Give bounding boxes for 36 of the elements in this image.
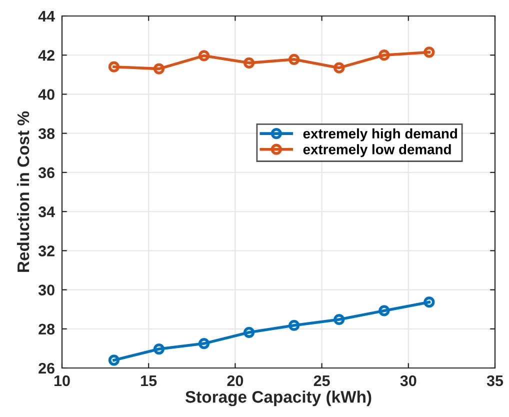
x-tick-label: 35 [486, 375, 504, 386]
point [378, 50, 390, 61]
point [288, 320, 300, 331]
y-tick-label: 36 [38, 167, 55, 178]
y-tick-label: 32 [38, 246, 54, 256]
legend-label: extremely high demand [303, 128, 458, 142]
point [424, 296, 435, 308]
y-tick-label: 40 [38, 89, 54, 100]
y-axis-title: Reduction in Cost % [16, 111, 30, 272]
y-tick-label: 34 [38, 206, 55, 218]
y-tick-label: 44 [38, 11, 55, 22]
x-tick-label: 20 [227, 375, 244, 386]
point [153, 343, 165, 355]
y-tick-label: 28 [38, 324, 55, 335]
point [198, 338, 210, 350]
x-tick-label: 10 [54, 375, 70, 386]
x-tick-label: 15 [141, 376, 157, 386]
point [334, 62, 345, 74]
x-tick-label: 30 [400, 375, 416, 386]
x-tick-label: 25 [314, 375, 330, 386]
y-tick-label: 26 [38, 362, 55, 374]
point [108, 354, 120, 366]
y-tick-label: 38 [38, 128, 55, 140]
y-tick-label: 30 [38, 284, 54, 296]
y-tick-label: 42 [38, 50, 54, 61]
point [424, 46, 435, 58]
point [153, 63, 165, 74]
point [378, 305, 390, 316]
x-axis-title: Storage Capacity (kWh) [185, 390, 372, 406]
legend-label: extremely low demand [303, 144, 451, 158]
point [108, 61, 120, 72]
point [198, 50, 210, 62]
point [334, 314, 345, 326]
point [244, 57, 255, 68]
point [244, 326, 255, 338]
point [288, 54, 300, 65]
